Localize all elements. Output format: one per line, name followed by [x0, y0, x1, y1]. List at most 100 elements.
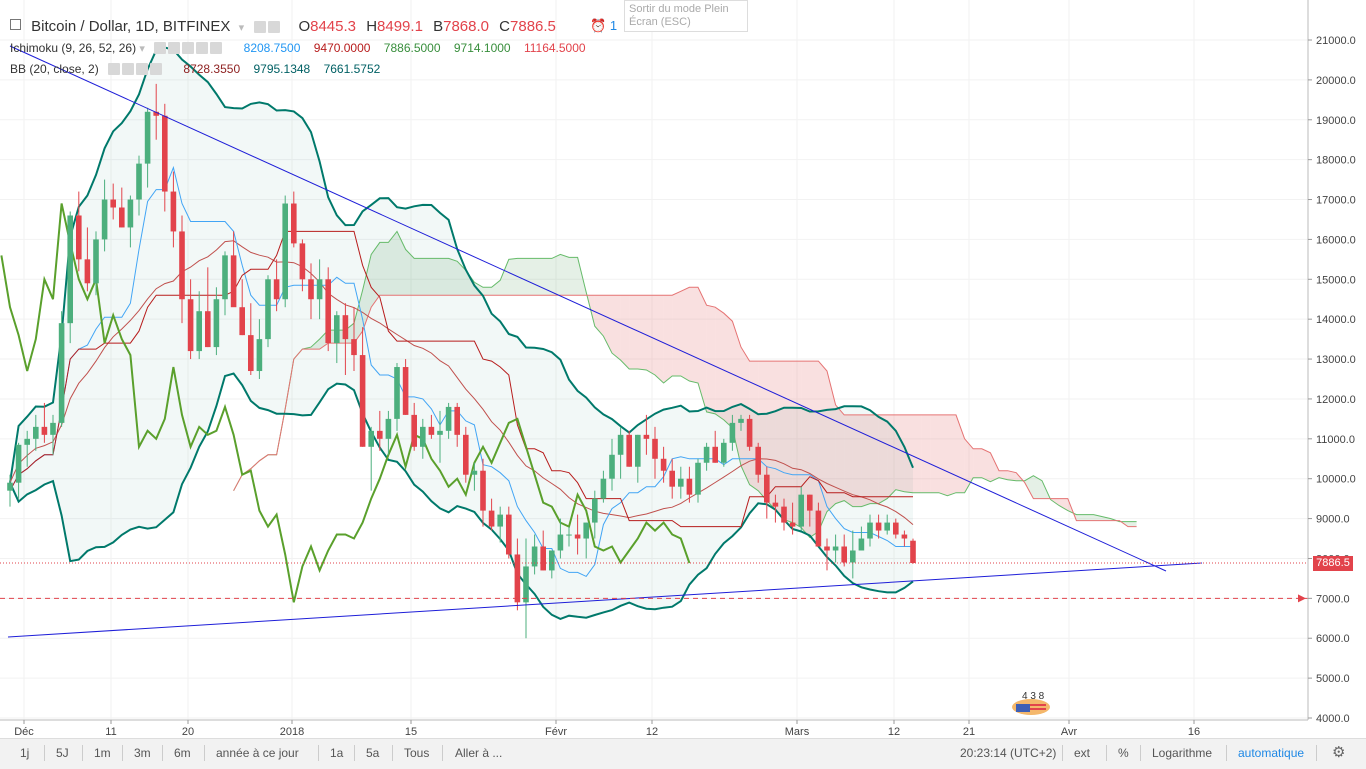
- range-5y[interactable]: 5a: [366, 746, 380, 760]
- candle-body[interactable]: [282, 203, 288, 300]
- candle-body[interactable]: [316, 279, 323, 300]
- candle-body[interactable]: [609, 454, 615, 479]
- candle-body[interactable]: [746, 418, 753, 447]
- range-1y[interactable]: 1a: [330, 746, 344, 760]
- bb-buttons[interactable]: [108, 62, 164, 76]
- candle-body[interactable]: [187, 299, 194, 352]
- candle-body[interactable]: [635, 434, 641, 467]
- candle-body[interactable]: [342, 315, 349, 340]
- candle-body[interactable]: [557, 534, 564, 551]
- range-3m[interactable]: 3m: [134, 746, 151, 760]
- candle-body[interactable]: [729, 422, 736, 443]
- candle-body[interactable]: [428, 426, 435, 435]
- candle-body[interactable]: [721, 442, 727, 463]
- candle-body[interactable]: [41, 426, 48, 435]
- range-5d[interactable]: 5J: [56, 746, 69, 760]
- ichimoku-label[interactable]: Ichimoku (9, 26, 52, 26): [10, 41, 137, 55]
- clock[interactable]: 20:23:14 (UTC+2): [960, 746, 1057, 760]
- candle-body[interactable]: [127, 199, 134, 228]
- candle-body[interactable]: [669, 470, 675, 487]
- candle-body[interactable]: [875, 522, 882, 531]
- price-chart[interactable]: 21000.020000.019000.018000.017000.016000…: [0, 0, 1366, 738]
- candle-body[interactable]: [308, 279, 314, 300]
- candle-body[interactable]: [686, 478, 693, 495]
- candle-body[interactable]: [540, 546, 546, 571]
- candle-body[interactable]: [841, 546, 847, 563]
- candle-body[interactable]: [798, 494, 804, 527]
- candle-body[interactable]: [781, 506, 787, 523]
- candle-body[interactable]: [368, 430, 374, 447]
- candle-body[interactable]: [815, 510, 822, 547]
- candle-body[interactable]: [514, 554, 521, 603]
- ichimoku-legend[interactable]: Ichimoku (9, 26, 52, 26) ▾ 8208.7500 947…: [10, 41, 586, 55]
- candle-body[interactable]: [583, 522, 589, 539]
- candle-body[interactable]: [789, 522, 796, 527]
- candle-body[interactable]: [901, 534, 908, 539]
- candle-body[interactable]: [660, 458, 667, 471]
- candle-body[interactable]: [402, 367, 409, 415]
- candle-body[interactable]: [239, 307, 245, 336]
- candle-body[interactable]: [867, 522, 873, 539]
- candle-body[interactable]: [592, 498, 598, 523]
- percent-toggle[interactable]: %: [1118, 746, 1129, 760]
- candle-body[interactable]: [15, 444, 22, 483]
- candle-body[interactable]: [33, 426, 39, 439]
- candle-body[interactable]: [893, 522, 899, 535]
- candle-body[interactable]: [351, 339, 357, 356]
- range-6m[interactable]: 6m: [174, 746, 191, 760]
- bb-legend[interactable]: BB (20, close, 2) 8728.3550 9795.1348 76…: [10, 62, 380, 76]
- candle-body[interactable]: [144, 111, 151, 164]
- candle-body[interactable]: [617, 434, 624, 455]
- candles[interactable]: [7, 83, 916, 639]
- candle-body[interactable]: [523, 566, 529, 603]
- drawing-overlay[interactable]: [0, 45, 1308, 638]
- candle-body[interactable]: [488, 510, 495, 527]
- candle-body[interactable]: [549, 550, 555, 571]
- candle-body[interactable]: [230, 255, 237, 308]
- auto-scale-toggle[interactable]: automatique: [1238, 746, 1305, 760]
- bb-label[interactable]: BB (20, close, 2): [10, 62, 99, 76]
- candle-body[interactable]: [807, 494, 813, 511]
- ext-toggle[interactable]: ext: [1074, 746, 1091, 760]
- candle-body[interactable]: [101, 199, 108, 240]
- candle-body[interactable]: [273, 279, 280, 300]
- candle-body[interactable]: [291, 203, 297, 244]
- gear-icon[interactable]: ⚙: [1332, 744, 1346, 761]
- candle-body[interactable]: [626, 434, 632, 467]
- candle-body[interactable]: [162, 115, 168, 192]
- log-toggle[interactable]: Logarithme: [1152, 746, 1213, 760]
- candle-body[interactable]: [411, 414, 417, 447]
- candle-body[interactable]: [738, 418, 744, 423]
- candle-body[interactable]: [703, 446, 710, 463]
- candle-body[interactable]: [265, 279, 271, 340]
- candle-body[interactable]: [256, 339, 263, 372]
- candle-body[interactable]: [50, 422, 56, 435]
- candle-body[interactable]: [385, 418, 392, 439]
- candle-body[interactable]: [850, 550, 856, 563]
- candle-body[interactable]: [377, 430, 383, 439]
- candle-body[interactable]: [394, 367, 400, 419]
- candle-body[interactable]: [67, 215, 73, 324]
- candle-body[interactable]: [858, 538, 865, 551]
- candle-body[interactable]: [566, 534, 572, 536]
- candle-body[interactable]: [506, 514, 512, 555]
- candle-body[interactable]: [110, 199, 116, 208]
- candle-body[interactable]: [205, 311, 211, 348]
- candle-body[interactable]: [7, 482, 13, 491]
- candle-body[interactable]: [712, 446, 718, 463]
- candle-body[interactable]: [359, 355, 366, 447]
- candle-body[interactable]: [445, 406, 452, 431]
- candle-body[interactable]: [136, 163, 142, 200]
- candle-body[interactable]: [24, 438, 30, 445]
- candle-body[interactable]: [772, 502, 779, 507]
- collapse-icon[interactable]: [10, 19, 21, 30]
- chevron-down-icon[interactable]: ▾: [139, 43, 145, 55]
- candle-body[interactable]: [420, 426, 426, 447]
- candle-body[interactable]: [695, 462, 701, 495]
- candle-body[interactable]: [58, 323, 65, 423]
- candle-body[interactable]: [213, 299, 220, 348]
- candle-body[interactable]: [170, 191, 177, 232]
- candle-body[interactable]: [764, 474, 770, 503]
- candle-body[interactable]: [574, 534, 581, 539]
- candle-body[interactable]: [832, 546, 839, 551]
